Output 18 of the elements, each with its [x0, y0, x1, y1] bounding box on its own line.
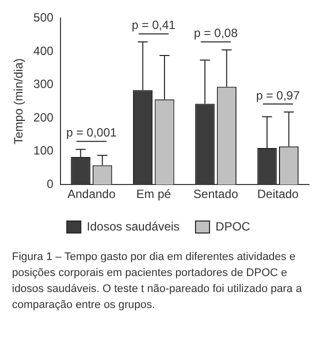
- legend-label: Idosos saudáveis: [86, 219, 180, 234]
- x-tick-label: Andando: [67, 187, 116, 202]
- y-tick-label: 100: [33, 144, 54, 158]
- y-tick-label: 200: [33, 110, 54, 124]
- y-tick-label: 400: [33, 44, 54, 58]
- annotation: p = 0,08: [194, 26, 238, 40]
- x-tick-label: Sentado: [193, 187, 238, 202]
- x-tick-label: Em pé: [136, 187, 172, 202]
- text: Figura 1 – Tempo gasto por dia em diferentes atividades e posições corporais em pacientes portadores de DPOC e idosos saudáveis. O teste t não-pareado foi utilizado para a comparação entre os grupos.: [12, 250, 303, 313]
- annotation: p = 0,001: [66, 126, 118, 140]
- y-tick-label: 0: [46, 176, 54, 191]
- annotation: p = 0,41: [132, 18, 176, 32]
- legend-label: DPOC: [216, 219, 251, 234]
- y-axis-title: Tempo (min/dia): [12, 58, 26, 144]
- y-tick-label: 300: [33, 77, 54, 92]
- annotation: p = 0,97: [256, 88, 300, 102]
- x-tick-label: Deitado: [257, 187, 299, 202]
- y-tick-label: 500: [33, 10, 54, 25]
